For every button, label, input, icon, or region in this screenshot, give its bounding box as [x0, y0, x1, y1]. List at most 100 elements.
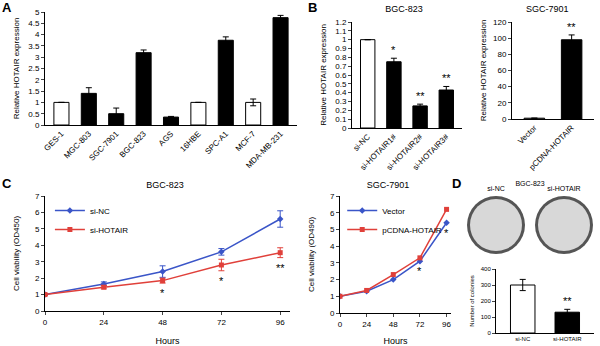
- svg-text:0: 0: [35, 307, 40, 316]
- svg-text:1.1: 1.1: [335, 27, 347, 36]
- svg-text:5: 5: [35, 8, 40, 17]
- svg-text:Hours: Hours: [155, 336, 180, 346]
- svg-text:100: 100: [481, 314, 492, 320]
- svg-text:*: *: [160, 287, 165, 299]
- svg-text:1: 1: [342, 35, 347, 44]
- svg-text:0.5: 0.5: [28, 110, 40, 119]
- svg-text:si-NC: si-NC: [90, 207, 110, 216]
- svg-text:*: *: [444, 227, 449, 239]
- svg-text:0.7: 0.7: [335, 62, 347, 71]
- svg-text:Vector: Vector: [382, 207, 405, 216]
- svg-text:Cell viability (OD490): Cell viability (OD490): [307, 217, 316, 292]
- svg-text:0.6: 0.6: [335, 71, 347, 80]
- svg-text:2.5: 2.5: [28, 64, 40, 73]
- svg-text:si-HOTAIR: si-HOTAIR: [553, 336, 582, 342]
- svg-text:0: 0: [330, 309, 335, 318]
- svg-text:96: 96: [442, 320, 451, 329]
- svg-text:1: 1: [330, 292, 335, 301]
- svg-text:2: 2: [35, 76, 40, 85]
- svg-text:1: 1: [35, 290, 40, 299]
- svg-text:48: 48: [389, 320, 398, 329]
- svg-text:si-NC: si-NC: [515, 336, 531, 342]
- svg-text:96: 96: [276, 318, 285, 327]
- svg-text:0: 0: [502, 115, 507, 124]
- svg-text:*: *: [391, 44, 396, 56]
- svg-text:4: 4: [35, 241, 40, 250]
- svg-text:3.5: 3.5: [28, 42, 40, 51]
- svg-text:si-HOTAIR2#: si-HOTAIR2#: [385, 132, 425, 172]
- svg-text:3: 3: [35, 258, 40, 267]
- svg-text:0.2: 0.2: [335, 106, 347, 115]
- svg-text:60: 60: [497, 66, 506, 75]
- svg-text:120: 120: [493, 18, 507, 27]
- svg-text:SGC-7901: SGC-7901: [87, 129, 120, 162]
- svg-text:GES-1: GES-1: [42, 129, 66, 153]
- svg-text:si-NC: si-NC: [487, 185, 505, 192]
- svg-text:AGS: AGS: [157, 129, 175, 147]
- svg-text:5: 5: [330, 225, 335, 234]
- svg-text:BGC-823: BGC-823: [515, 180, 544, 187]
- svg-text:**: **: [567, 21, 576, 33]
- svg-text:100: 100: [493, 34, 507, 43]
- svg-text:16HBE: 16HBE: [178, 129, 202, 153]
- svg-text:BGC-823: BGC-823: [385, 4, 423, 14]
- svg-text:0.9: 0.9: [335, 44, 347, 53]
- svg-text:Vector: Vector: [516, 123, 539, 146]
- svg-text:3: 3: [330, 259, 335, 268]
- svg-text:si-HOTAIR: si-HOTAIR: [90, 226, 128, 235]
- svg-text:7: 7: [330, 192, 335, 201]
- svg-text:**: **: [416, 90, 425, 102]
- svg-text:1: 1: [35, 98, 40, 107]
- svg-text:2: 2: [35, 274, 40, 283]
- svg-text:si-NC: si-NC: [351, 132, 372, 153]
- svg-text:Relative HOTAIR expression: Relative HOTAIR expression: [479, 20, 488, 122]
- svg-text:*: *: [219, 275, 224, 287]
- svg-text:0.5: 0.5: [335, 80, 347, 89]
- svg-text:**: **: [442, 72, 451, 84]
- svg-text:0: 0: [43, 318, 48, 327]
- svg-text:24: 24: [362, 320, 371, 329]
- svg-text:SPC-A1: SPC-A1: [203, 129, 230, 156]
- svg-text:*: *: [417, 265, 422, 277]
- svg-text:BGC-823: BGC-823: [118, 129, 148, 159]
- svg-text:5: 5: [35, 225, 40, 234]
- svg-text:pCDNA-HOTAIR: pCDNA-HOTAIR: [382, 226, 442, 235]
- svg-text:MGC-803: MGC-803: [62, 129, 93, 160]
- svg-text:4: 4: [35, 30, 40, 39]
- svg-text:0.8: 0.8: [335, 53, 347, 62]
- svg-text:SGC-7901: SGC-7901: [526, 4, 569, 14]
- svg-text:20: 20: [497, 99, 506, 108]
- svg-text:BGC-823: BGC-823: [146, 180, 184, 190]
- svg-text:4.5: 4.5: [28, 19, 40, 28]
- svg-text:si-HOTAIR: si-HOTAIR: [547, 185, 580, 192]
- svg-text:72: 72: [415, 320, 424, 329]
- svg-text:Number of colonies: Number of colonies: [469, 275, 475, 327]
- svg-text:1.5: 1.5: [28, 87, 40, 96]
- svg-text:MDA-MB-231: MDA-MB-231: [244, 129, 285, 170]
- svg-text:0: 0: [35, 121, 40, 130]
- svg-text:0: 0: [487, 330, 491, 336]
- svg-text:0.3: 0.3: [335, 97, 347, 106]
- svg-text:pCDNA-HOTAIR: pCDNA-HOTAIR: [528, 123, 577, 172]
- svg-text:**: **: [276, 262, 285, 274]
- svg-text:Hours: Hours: [383, 336, 408, 346]
- svg-text:7: 7: [35, 192, 40, 201]
- svg-text:24: 24: [99, 318, 108, 327]
- svg-text:Relative HOTAIR expression: Relative HOTAIR expression: [12, 18, 21, 120]
- svg-text:SGC-7901: SGC-7901: [367, 180, 410, 190]
- svg-text:**: **: [563, 295, 572, 307]
- svg-text:6: 6: [35, 208, 40, 217]
- svg-text:Cell viability (OD450): Cell viability (OD450): [12, 216, 21, 291]
- svg-text:300: 300: [481, 282, 492, 288]
- svg-text:3: 3: [35, 53, 40, 62]
- svg-text:80: 80: [497, 50, 506, 59]
- svg-text:1.2: 1.2: [335, 18, 347, 27]
- svg-text:0: 0: [338, 320, 343, 329]
- svg-text:48: 48: [158, 318, 167, 327]
- svg-text:200: 200: [481, 298, 492, 304]
- svg-text:0: 0: [342, 124, 347, 133]
- svg-text:40: 40: [497, 82, 506, 91]
- svg-text:0.4: 0.4: [335, 88, 347, 97]
- svg-text:MCF-7: MCF-7: [234, 129, 258, 153]
- svg-text:Relative HOTAIR expression: Relative HOTAIR expression: [319, 24, 328, 126]
